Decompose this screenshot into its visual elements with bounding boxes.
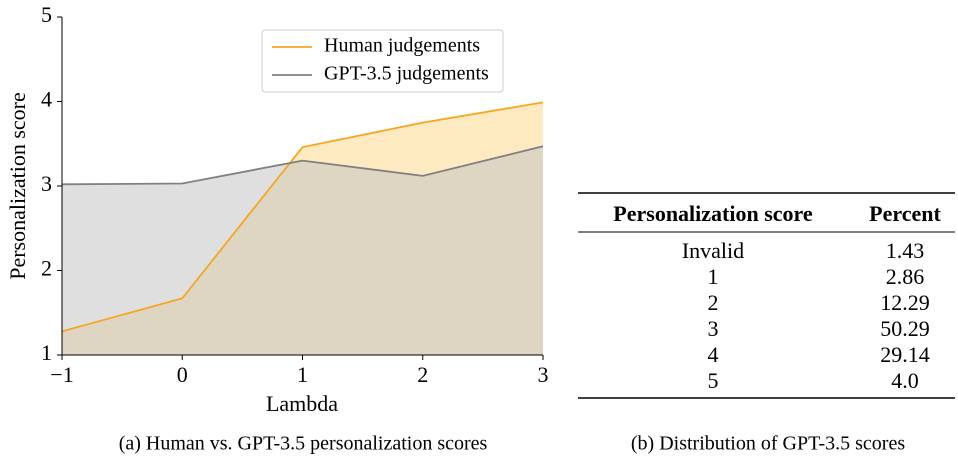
table-cell: Invalid [682,238,744,263]
caption: (b) Distribution of GPT-3.5 scores [631,433,905,455]
table-cell: 2 [708,290,719,315]
area [62,146,543,355]
y-tick-label: 2 [41,256,52,281]
legend-label: GPT-3.5 judgements [324,63,489,85]
table-header: Personalization score [613,201,813,226]
line [61,145,544,186]
table-header: Percent [869,201,941,226]
x-tick-label: 3 [538,362,549,387]
table-cell: 1 [708,264,719,289]
x-tick-label: 0 [177,362,188,387]
x-axis-label: Lambda [266,391,338,416]
table-cell: 50.29 [880,316,930,341]
table-cell: 5 [708,368,719,393]
y-tick-label: 3 [41,171,52,196]
legend-box [261,29,504,93]
legend-label: Human judgements [324,35,480,57]
table-cell: 12.29 [880,290,930,315]
y-axis-label: Personalization score [5,92,30,280]
y-tick-label: 5 [41,2,52,27]
x-tick-label: −1 [50,362,73,387]
table-cell: 1.43 [886,238,925,263]
x-tick-label: 1 [297,362,308,387]
table-cell: 4.0 [891,368,919,393]
table-cell: 2.86 [886,264,925,289]
table-cell: 4 [708,342,719,367]
x-tick-label: 2 [417,362,428,387]
y-tick-label: 4 [41,87,52,112]
table-cell: 3 [708,316,719,341]
table-cell: 29.14 [880,342,930,367]
y-tick-label: 1 [41,340,52,365]
caption: (a) Human vs. GPT-3.5 personalization sc… [119,433,488,455]
line [61,101,544,333]
